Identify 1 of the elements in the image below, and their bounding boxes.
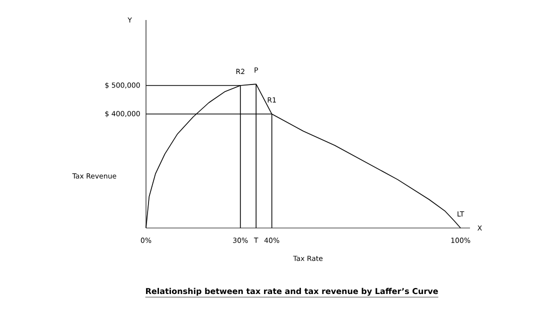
text: Relationship between tax rate and tax revenue by Laffer’s Curve bbox=[146, 288, 438, 296]
